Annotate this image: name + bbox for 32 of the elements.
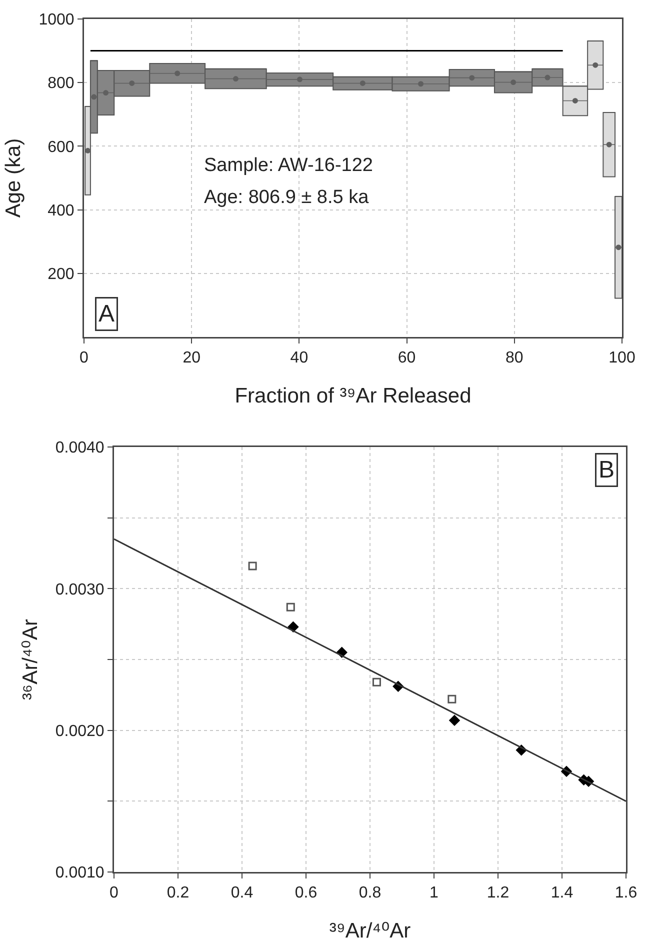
x-tick-label: 0.8 [358, 884, 382, 902]
x-tick-label: 0.2 [166, 884, 190, 902]
x-axis-title: Fraction of ³⁹Ar Released [234, 384, 472, 408]
x-tick-label: 0.4 [230, 884, 254, 902]
x-tick-label: 40 [290, 350, 308, 367]
y-axis-title: ³⁶Ar/⁴⁰Ar [18, 619, 42, 700]
annotation: Age: 806.9 ± 8.5 ka [204, 187, 370, 208]
x-axis-title: ³⁹Ar/⁴⁰Ar [329, 920, 411, 943]
y-tick-label: 800 [48, 75, 74, 92]
y-tick-label: 0.0020 [55, 722, 104, 740]
annotation: A [98, 300, 115, 328]
x-tick-label: 100 [608, 350, 636, 367]
x-tick-label: 1.2 [486, 884, 510, 902]
x-tick-label: 1 [430, 884, 439, 902]
y-tick-label: 400 [48, 202, 74, 220]
x-tick-label: 80 [506, 350, 524, 367]
x-tick-label: 1.6 [614, 884, 638, 902]
x-tick-label: 1.4 [550, 884, 574, 902]
x-tick-label: 0 [110, 884, 119, 902]
x-tick-label: 0 [80, 350, 89, 367]
annotation: B [598, 456, 615, 484]
y-axis-title: Age (ka) [2, 138, 26, 218]
annotation: Sample: AW-16-122 [204, 155, 373, 176]
y-tick-label: 0.0030 [55, 581, 104, 598]
y-tick-label: 0.0010 [55, 864, 104, 882]
y-tick-label: 0.0040 [55, 440, 104, 457]
x-tick-label: 20 [182, 350, 201, 367]
x-tick-label: 0.6 [294, 884, 318, 902]
y-tick-label: 200 [48, 266, 74, 283]
y-tick-label: 1000 [38, 12, 74, 29]
y-tick-label: 600 [48, 138, 74, 156]
x-tick-label: 60 [398, 350, 416, 367]
